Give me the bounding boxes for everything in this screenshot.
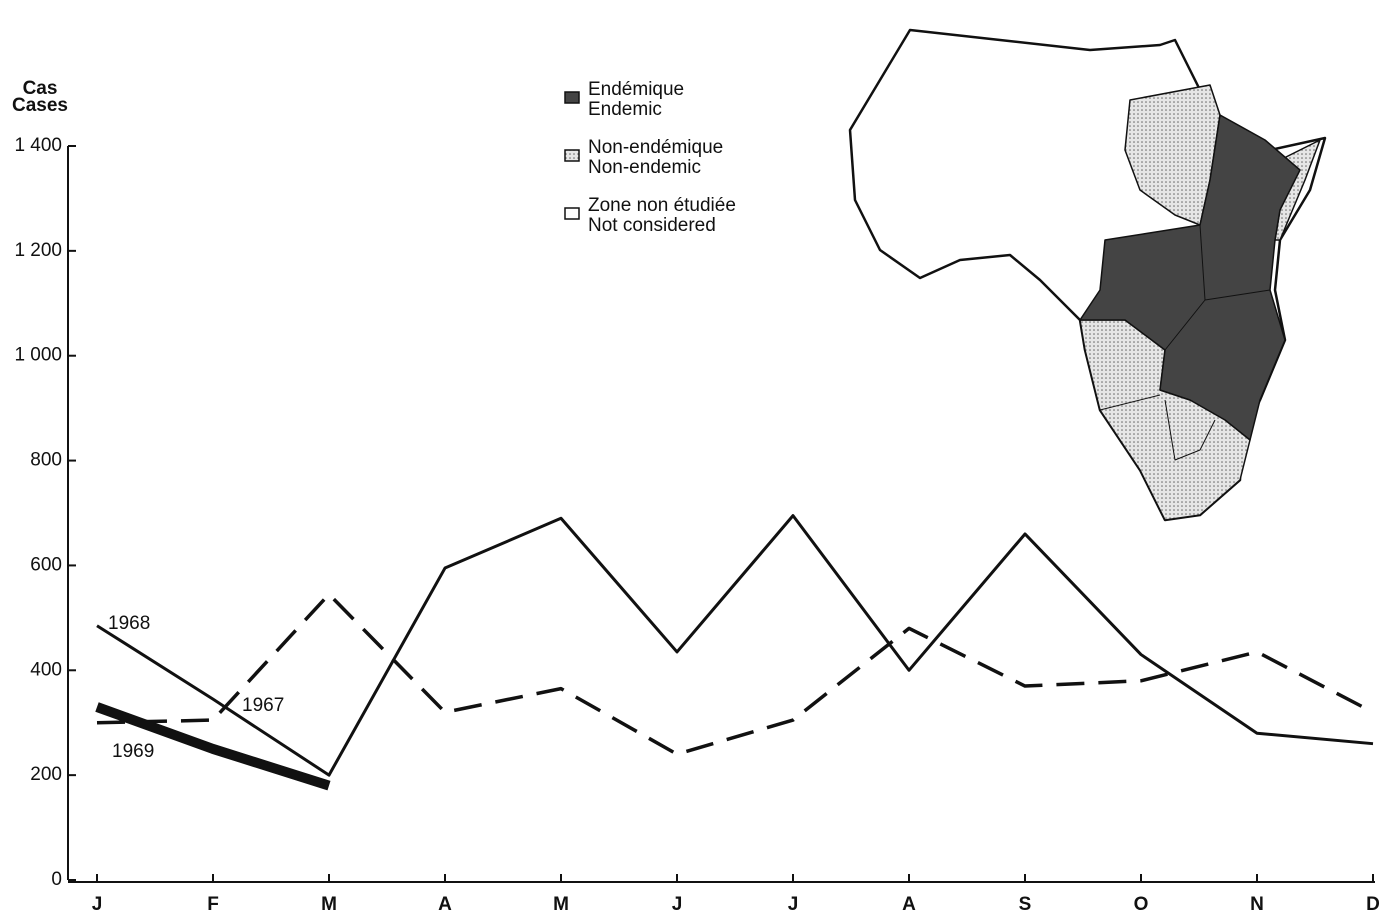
x-tick-label: J <box>788 894 799 915</box>
y-tick-label: 1 000 <box>14 345 62 366</box>
x-tick-label: M <box>321 894 337 915</box>
y-axis-label: Cas <box>23 78 58 99</box>
y-tick-label: 400 <box>30 659 62 680</box>
legend-swatch <box>564 207 580 220</box>
series-line <box>95 702 331 791</box>
y-axis-label: Cases <box>12 95 68 116</box>
legend-label: Zone non étudiée <box>588 195 736 216</box>
x-tick-label: S <box>1019 894 1032 915</box>
series-label: 1967 <box>242 695 284 716</box>
x-tick-label: O <box>1134 894 1149 915</box>
legend-swatch <box>564 149 580 162</box>
map-endemic <box>1079 114 1301 441</box>
series-line <box>96 592 1374 756</box>
africa-map <box>848 28 1327 522</box>
x-tick-label: J <box>672 894 683 915</box>
legend-label: Non-endémique <box>588 137 723 158</box>
y-tick-label: 600 <box>30 554 62 575</box>
series-label: 1968 <box>108 613 150 634</box>
legend-label: Endémique <box>588 79 684 100</box>
y-tick-label: 1 400 <box>14 135 62 156</box>
legend-swatch <box>564 91 580 104</box>
series-line <box>96 514 1374 777</box>
y-tick-label: 200 <box>30 764 62 785</box>
y-tick-label: 0 <box>51 869 62 890</box>
x-tick-label: M <box>553 894 569 915</box>
y-tick-label: 1 200 <box>14 240 62 261</box>
map-borders <box>1099 224 1271 461</box>
x-tick-label: N <box>1250 894 1264 915</box>
series-label: 1969 <box>112 741 154 762</box>
x-tick-label: A <box>438 894 452 915</box>
x-tick-label: D <box>1366 894 1380 915</box>
y-tick-label: 800 <box>30 450 62 471</box>
x-tick-label: J <box>92 894 103 915</box>
legend-label: Non-endemic <box>588 157 701 178</box>
x-tick-label: F <box>207 894 219 915</box>
legend-label: Not considered <box>588 215 716 236</box>
legend-label: Endemic <box>588 99 662 120</box>
x-tick-label: A <box>902 894 916 915</box>
